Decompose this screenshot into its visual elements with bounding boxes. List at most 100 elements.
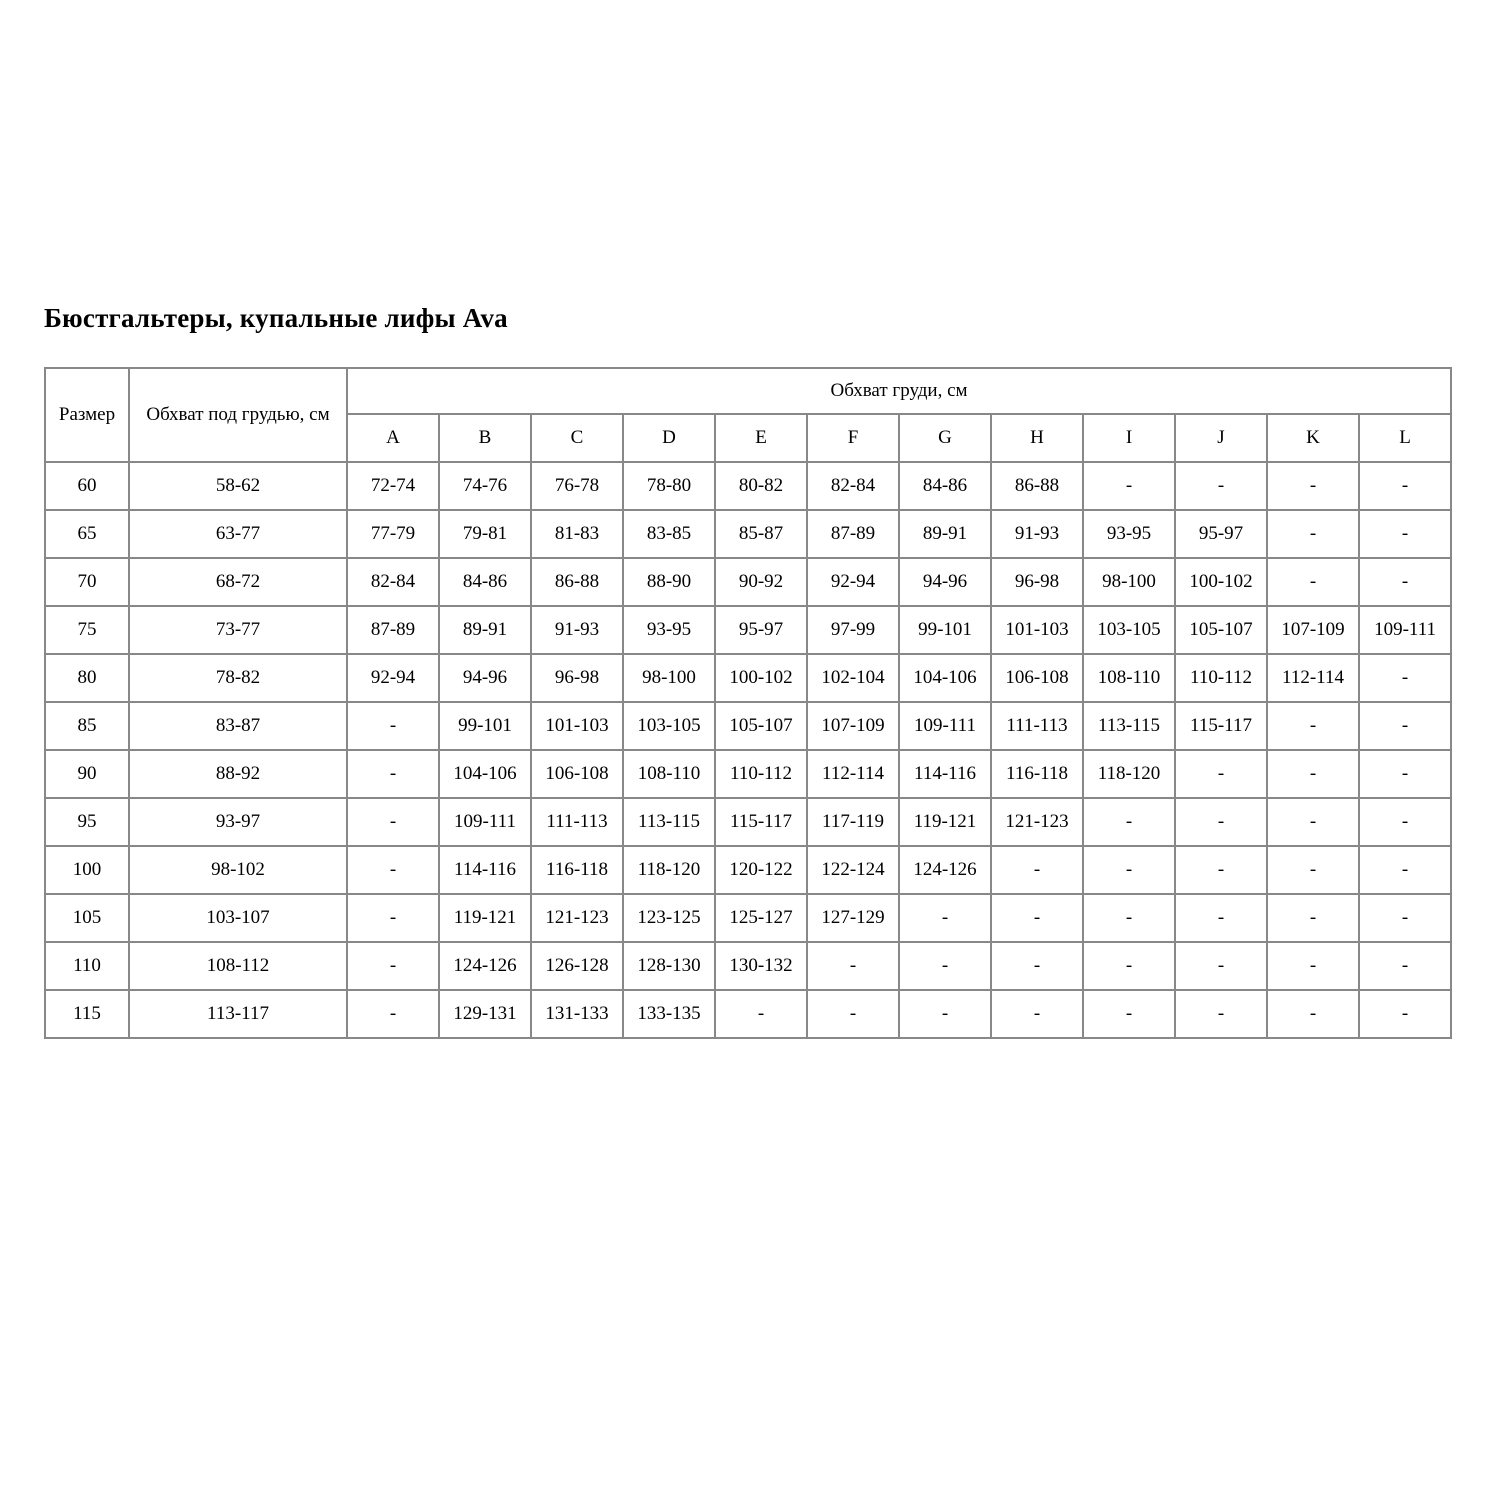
table-row: 90 88-92-104-106 106-108 108-110 110-112 112-… [44, 749, 1453, 799]
cup-value-cell: 115-117 [1174, 701, 1268, 751]
cup-value-cell: - [1357, 893, 1453, 943]
cup-value-cell: 118-120 [1082, 749, 1176, 799]
page-title: Бюстгальтеры, купальные лифы Ava [44, 303, 508, 333]
cup-value-cell: 123-125 [622, 893, 716, 943]
table-body: 60 58-62 72-74 74-76 76-78 78-80 80-82 82-84 84-… [44, 461, 1453, 1039]
table-row: 100 98-102-114-116 116-118 118-120 120-122 12… [44, 845, 1453, 895]
cup-value-cell: 72-74 [346, 461, 440, 511]
cup-value-cell: 126-128 [530, 941, 624, 991]
cup-value-cell: - [346, 893, 440, 943]
cup-value-cell: 95-97 [1174, 509, 1268, 559]
cup-column-header: F [806, 413, 900, 463]
cup-value-cell: - [1266, 989, 1360, 1039]
cup-value-cell: - [1174, 461, 1268, 511]
cup-value-cell: 83-85 [622, 509, 716, 559]
cup-value-cell: 113-115 [1082, 701, 1176, 751]
cup-value-cell: 81-83 [530, 509, 624, 559]
size-cell: 65 [44, 509, 130, 559]
cup-value-cell: 109-111 [1357, 605, 1453, 655]
cup-value-cell: 79-81 [438, 509, 532, 559]
cup-value-cell: 105-107 [1174, 605, 1268, 655]
cup-value-cell: 103-105 [622, 701, 716, 751]
table-row: 75 73-77 87-89 89-91 91-93 93-95 95-97 97-99 99-… [44, 605, 1453, 655]
cup-value-cell: 121-123 [530, 893, 624, 943]
size-cell: 70 [44, 557, 130, 607]
cup-value-cell: - [1082, 461, 1176, 511]
cup-value-cell: - [346, 749, 440, 799]
cup-value-cell: - [1357, 941, 1453, 991]
underbust-cell: 73-77 [128, 605, 348, 655]
cup-column-header: L [1357, 413, 1453, 463]
cup-value-cell: - [1266, 749, 1360, 799]
table-row: 110 108-112-124-126 126-128 128-130 130-132-… [44, 941, 1453, 991]
cup-column-header: A [346, 413, 440, 463]
cup-value-cell: - [1082, 797, 1176, 847]
cup-value-cell: - [1266, 941, 1360, 991]
cup-value-cell: 78-80 [622, 461, 716, 511]
table-header: Размер Обхват под грудью, см Обхват груд… [44, 367, 1453, 463]
cup-value-cell: 98-100 [1082, 557, 1176, 607]
cup-value-cell: - [806, 989, 900, 1039]
cup-value-cell: 124-126 [438, 941, 532, 991]
cup-value-cell: 74-76 [438, 461, 532, 511]
cup-value-cell: - [1357, 653, 1453, 703]
cup-column-header: G [898, 413, 992, 463]
size-cell: 115 [44, 989, 130, 1039]
cup-value-cell: 94-96 [898, 557, 992, 607]
underbust-column-header: Обхват под грудью, см [128, 367, 348, 463]
cup-value-cell: - [1266, 509, 1360, 559]
cup-value-cell: - [1266, 845, 1360, 895]
cup-value-cell: - [346, 989, 440, 1039]
underbust-cell: 113-117 [128, 989, 348, 1039]
cup-value-cell: 85-87 [714, 509, 808, 559]
cup-value-cell: 121-123 [990, 797, 1084, 847]
cup-value-cell: 113-115 [622, 797, 716, 847]
size-column-header: Размер [44, 367, 130, 463]
underbust-cell: 93-97 [128, 797, 348, 847]
cup-value-cell: 107-109 [806, 701, 900, 751]
cup-value-cell: 105-107 [714, 701, 808, 751]
cup-value-cell: 109-111 [898, 701, 992, 751]
underbust-cell: 108-112 [128, 941, 348, 991]
cup-value-cell: 76-78 [530, 461, 624, 511]
cup-value-cell: 128-130 [622, 941, 716, 991]
cup-value-cell: 104-106 [898, 653, 992, 703]
cup-column-header: B [438, 413, 532, 463]
size-cell: 100 [44, 845, 130, 895]
cup-value-cell: 86-88 [530, 557, 624, 607]
underbust-cell: 63-77 [128, 509, 348, 559]
cup-value-cell: 108-110 [1082, 653, 1176, 703]
cup-value-cell: 82-84 [806, 461, 900, 511]
cup-value-cell: 104-106 [438, 749, 532, 799]
cup-column-header: D [622, 413, 716, 463]
cup-value-cell: - [990, 989, 1084, 1039]
cup-value-cell: 122-124 [806, 845, 900, 895]
cup-value-cell: - [346, 701, 440, 751]
size-cell: 110 [44, 941, 130, 991]
cup-value-cell: 125-127 [714, 893, 808, 943]
underbust-cell: 83-87 [128, 701, 348, 751]
cup-value-cell: 124-126 [898, 845, 992, 895]
table-row: 70 68-72 82-84 84-86 86-88 88-90 90-92 92-94 94-… [44, 557, 1453, 607]
cup-value-cell: 87-89 [346, 605, 440, 655]
cup-value-cell: 119-121 [438, 893, 532, 943]
cup-value-cell: 100-102 [714, 653, 808, 703]
cup-value-cell: - [1082, 941, 1176, 991]
underbust-cell: 78-82 [128, 653, 348, 703]
cup-value-cell: - [898, 941, 992, 991]
cup-value-cell: 97-99 [806, 605, 900, 655]
cup-value-cell: 96-98 [990, 557, 1084, 607]
cup-value-cell: - [1357, 989, 1453, 1039]
cup-value-cell: 118-120 [622, 845, 716, 895]
cup-value-cell: 77-79 [346, 509, 440, 559]
cup-value-cell: 89-91 [898, 509, 992, 559]
cup-value-cell: - [1082, 893, 1176, 943]
cup-value-cell: 93-95 [1082, 509, 1176, 559]
size-cell: 75 [44, 605, 130, 655]
cup-value-cell: 117-119 [806, 797, 900, 847]
cup-value-cell: - [1266, 701, 1360, 751]
cup-value-cell: - [1266, 797, 1360, 847]
cup-value-cell: - [714, 989, 808, 1039]
cup-value-cell: - [1266, 893, 1360, 943]
